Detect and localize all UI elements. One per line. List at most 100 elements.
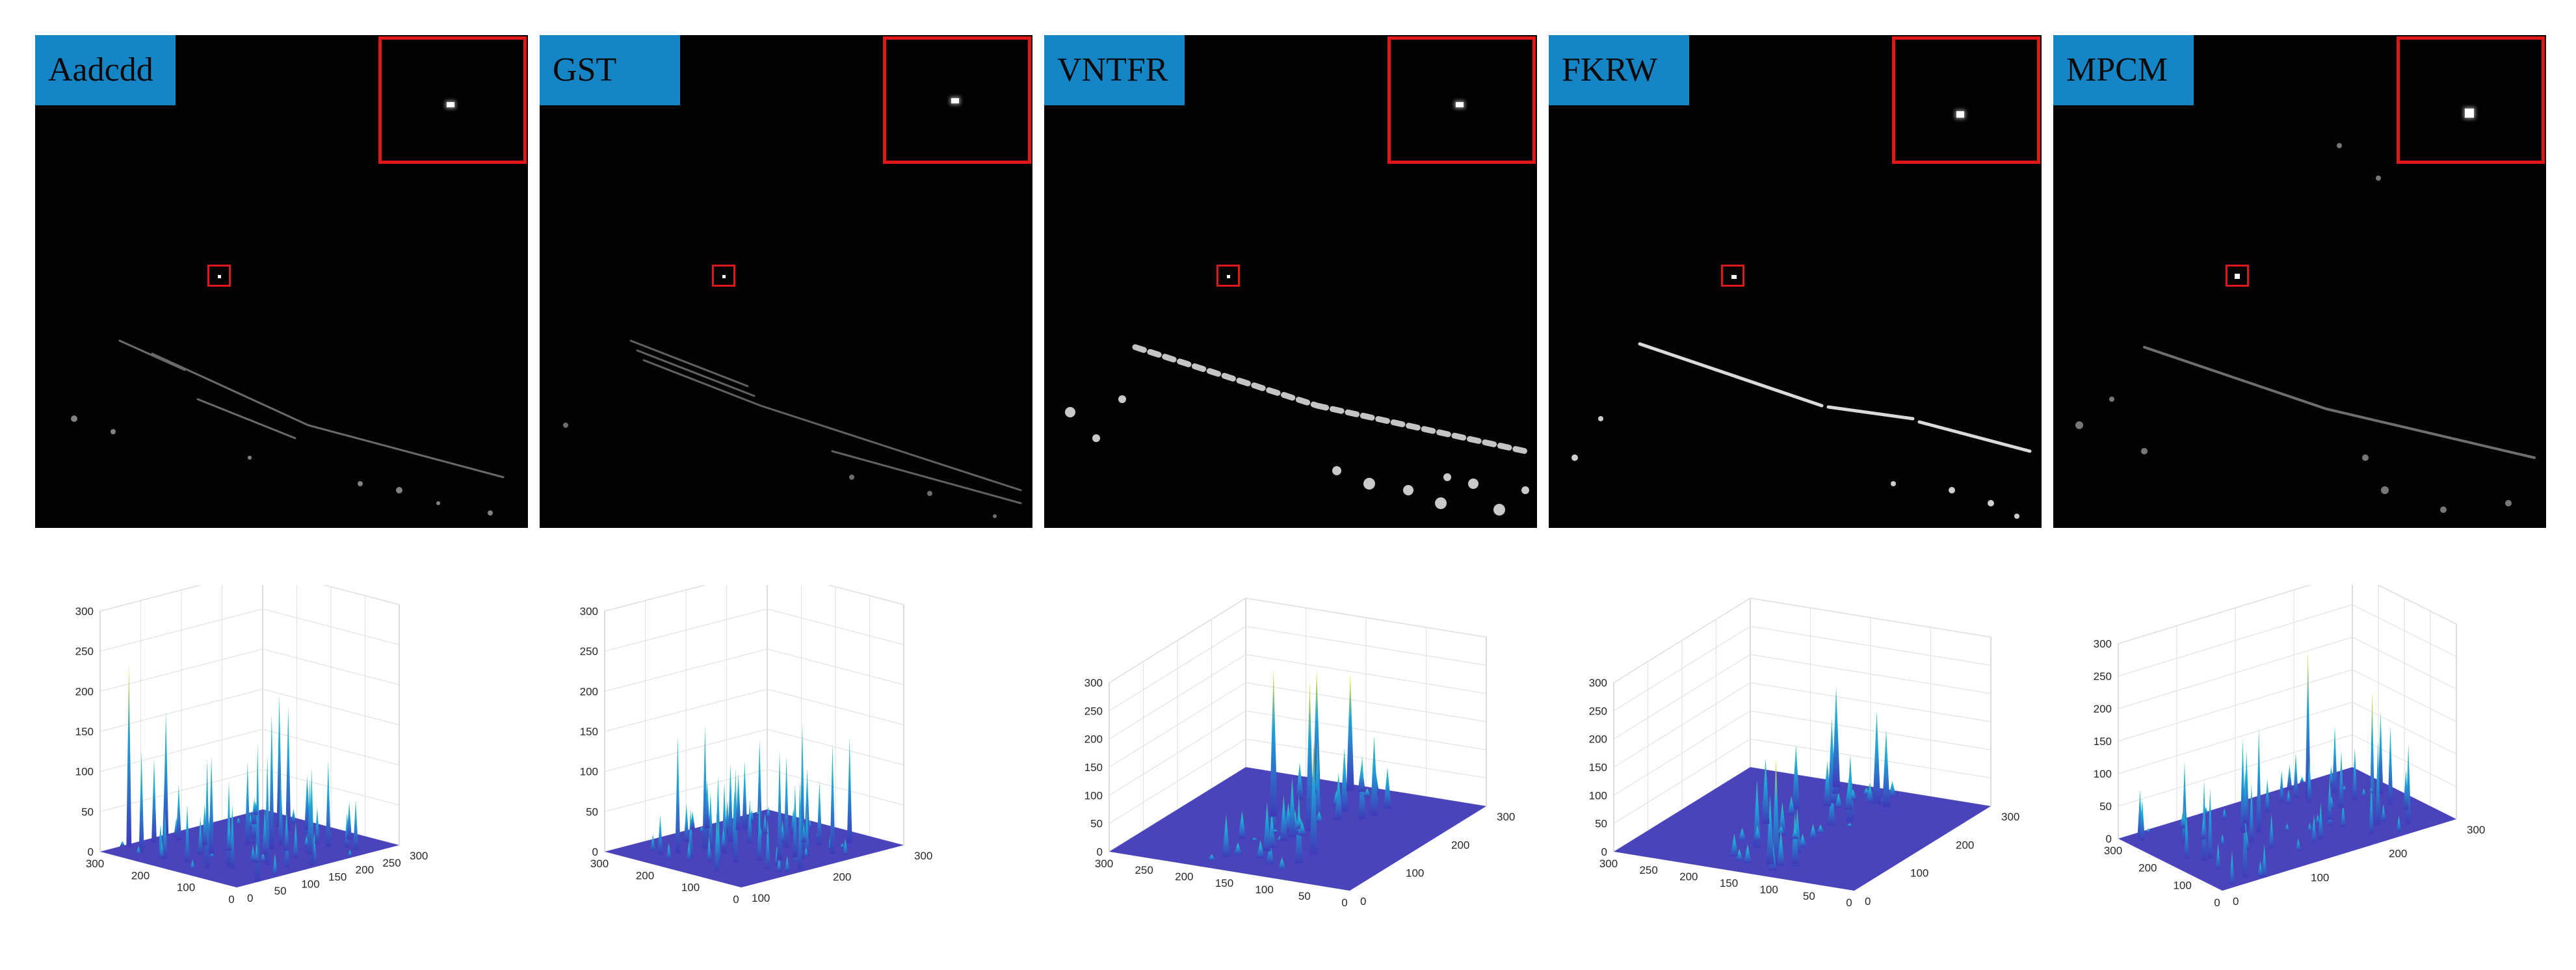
- x-tick-label: 50: [274, 885, 287, 897]
- result-image-gst: GST: [540, 35, 1032, 528]
- surface-peak: [353, 799, 359, 850]
- surface-peak: [1358, 763, 1366, 792]
- grid-line: [2118, 669, 2457, 742]
- surface-peak: [1882, 729, 1890, 807]
- plot-box: [604, 585, 904, 852]
- z-tick-label: 50: [586, 806, 598, 818]
- z-tick-label: 150: [1084, 761, 1103, 774]
- surface-peak: [792, 783, 798, 858]
- surface-peak: [2265, 778, 2270, 813]
- surface-peak: [797, 780, 803, 870]
- surface-peak: [1238, 811, 1246, 839]
- surface-peak: [314, 807, 320, 845]
- y-tick-label: 50: [1803, 890, 1815, 902]
- method-label: VNTFR: [1044, 35, 1185, 105]
- grid-line: [1109, 739, 1487, 824]
- surface-peak: [2145, 828, 2151, 833]
- surface-peak: [1778, 802, 1787, 836]
- target-marker: [1216, 265, 1240, 287]
- zoomed-target-inset: [378, 36, 527, 164]
- result-image-vntfr: VNTFR: [1044, 35, 1537, 528]
- z-tick-label: 0: [1097, 846, 1103, 858]
- surface-peak: [830, 744, 835, 855]
- z-tick-label: 100: [1589, 789, 1607, 802]
- surface-peak: [120, 841, 125, 846]
- z-tick-label: 200: [75, 685, 94, 698]
- plot-box: [99, 585, 400, 852]
- z-tick-label: 0: [1601, 846, 1607, 858]
- surface-peak: [2220, 833, 2226, 846]
- grid-line: [1109, 654, 1487, 740]
- surface-peak: [803, 847, 809, 857]
- surface-peak: [2387, 726, 2393, 806]
- surface-peak: [1315, 811, 1323, 823]
- x-tick-label: 100: [1910, 867, 1928, 880]
- surface-peak: [757, 804, 763, 861]
- surface-peak: [2207, 788, 2213, 859]
- target-marker: [207, 265, 231, 287]
- x-tick-label: 0: [2233, 895, 2239, 908]
- y-tick-label: 200: [1679, 871, 1698, 883]
- surface-peak: [706, 837, 712, 862]
- z-tick-label: 150: [580, 726, 598, 738]
- surface-peak: [2261, 844, 2267, 878]
- surface-peak: [1306, 681, 1314, 832]
- grid-line: [99, 609, 400, 652]
- grid-line: [2118, 636, 2457, 709]
- surface-peak: [2340, 802, 2346, 828]
- target-marker: [1721, 265, 1744, 287]
- method-label: MPCM: [2053, 35, 2194, 105]
- surface-peak: [1222, 814, 1230, 858]
- x-tick-label: 300: [1497, 811, 1515, 823]
- surface-peak: [293, 822, 298, 859]
- surface-peak: [2375, 741, 2381, 825]
- y-tick-label: 300: [1095, 858, 1113, 870]
- z-tick-label: 50: [2099, 800, 2112, 813]
- surface-peak: [650, 834, 656, 851]
- surface-peak: [1873, 711, 1881, 804]
- target-marker: [2226, 265, 2249, 287]
- surface-peak: [765, 819, 770, 870]
- grid-line: [99, 768, 400, 812]
- clutter-streaks: [1065, 344, 1529, 516]
- y-tick-label: 0: [1341, 897, 1347, 909]
- x-tick-label: 0: [1865, 895, 1871, 908]
- surface-peak: [1298, 821, 1306, 836]
- surface-peak: [190, 859, 196, 869]
- grid-line: [604, 729, 904, 772]
- z-tick-label: 200: [2094, 703, 2112, 715]
- clutter-streaks: [71, 339, 505, 516]
- y-tick-label: 200: [131, 869, 150, 882]
- surface-peak: [2403, 769, 2409, 810]
- z-tick-label: 50: [1090, 818, 1103, 830]
- z-tick-label: 250: [580, 646, 598, 658]
- surface-peak: [163, 711, 169, 835]
- surface-peak: [2229, 851, 2235, 885]
- grid-line: [604, 688, 904, 732]
- z-tick-label: 50: [81, 806, 94, 818]
- method-label: GST: [540, 35, 680, 105]
- z-tick-label: 200: [1084, 733, 1103, 746]
- surface-peak: [1845, 823, 1854, 827]
- surface-peak: [2369, 788, 2374, 793]
- surface-peak: [1384, 767, 1392, 809]
- surface-peak: [2257, 860, 2263, 877]
- surface-peak: [226, 820, 232, 851]
- surface-peak: [1266, 841, 1274, 865]
- surface-peak: [2378, 712, 2384, 794]
- grid-line: [1613, 739, 1991, 824]
- zoomed-target: [1956, 111, 1964, 118]
- surface-peak: [1295, 762, 1304, 800]
- y-tick-label: 0: [228, 893, 234, 906]
- surface-peak: [2285, 789, 2291, 804]
- surface-floor: [100, 809, 399, 887]
- surface-peak: [1766, 794, 1774, 865]
- z-tick-label: 300: [580, 605, 598, 618]
- surface-peak: [260, 851, 266, 862]
- z-tick-label: 150: [75, 726, 94, 738]
- surface-peak: [2352, 748, 2358, 800]
- z-tick-label: 0: [592, 846, 598, 858]
- surface-peak: [1271, 829, 1280, 833]
- surface-peak: [801, 823, 807, 843]
- grid-line: [2118, 734, 2457, 807]
